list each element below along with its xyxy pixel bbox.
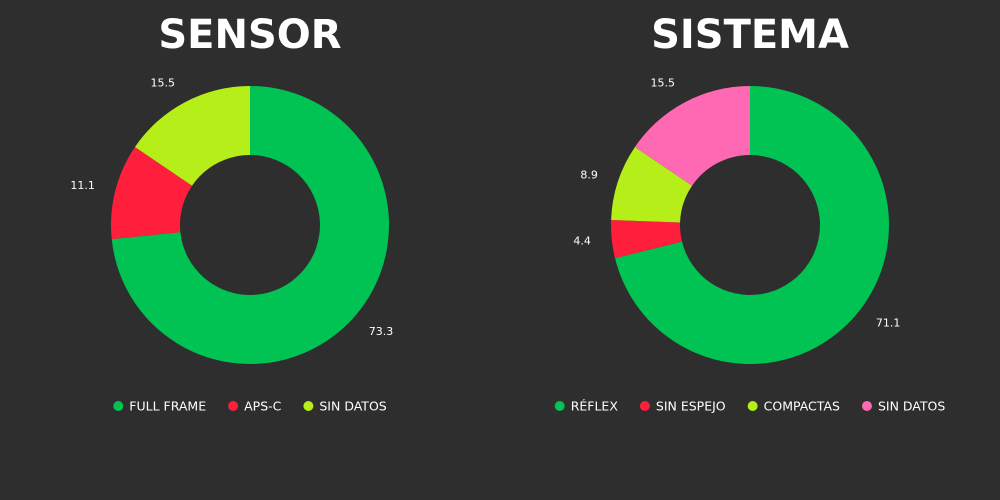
donut-slice [134,86,250,186]
legend-marker [113,401,124,411]
chart-title: SENSOR [158,12,341,58]
data-label: 8.9 [580,168,598,181]
donut-slice [610,219,683,259]
legend-label: SIN ESPEJO [656,399,726,414]
legend-marker [228,401,239,411]
legend-marker [861,401,872,411]
legend-label: RÉFLEX [571,399,619,414]
legend-marker [303,401,314,411]
data-label: 15.5 [151,77,176,90]
legend-marker [639,401,650,411]
data-label: 15.5 [651,77,676,90]
chart-title: SISTEMA [651,12,849,58]
legend-label: SIN DATOS [319,399,386,414]
donut-slice [111,86,390,365]
data-label: 71.1 [876,317,901,330]
data-label: 11.1 [70,179,95,192]
legend-label: COMPACTAS [764,399,840,414]
donut-slice [111,146,193,240]
legend-label: APS-C [244,399,282,414]
donut-slice [634,86,750,186]
legend-marker [554,401,565,411]
legend-label: FULL FRAME [129,399,206,414]
legend-label: SIN DATOS [878,399,945,414]
data-label: 73.3 [369,325,394,338]
data-label: 4.4 [573,234,591,247]
legend-marker [747,401,758,411]
donut-slice [615,86,889,364]
donut-slice [611,146,693,223]
